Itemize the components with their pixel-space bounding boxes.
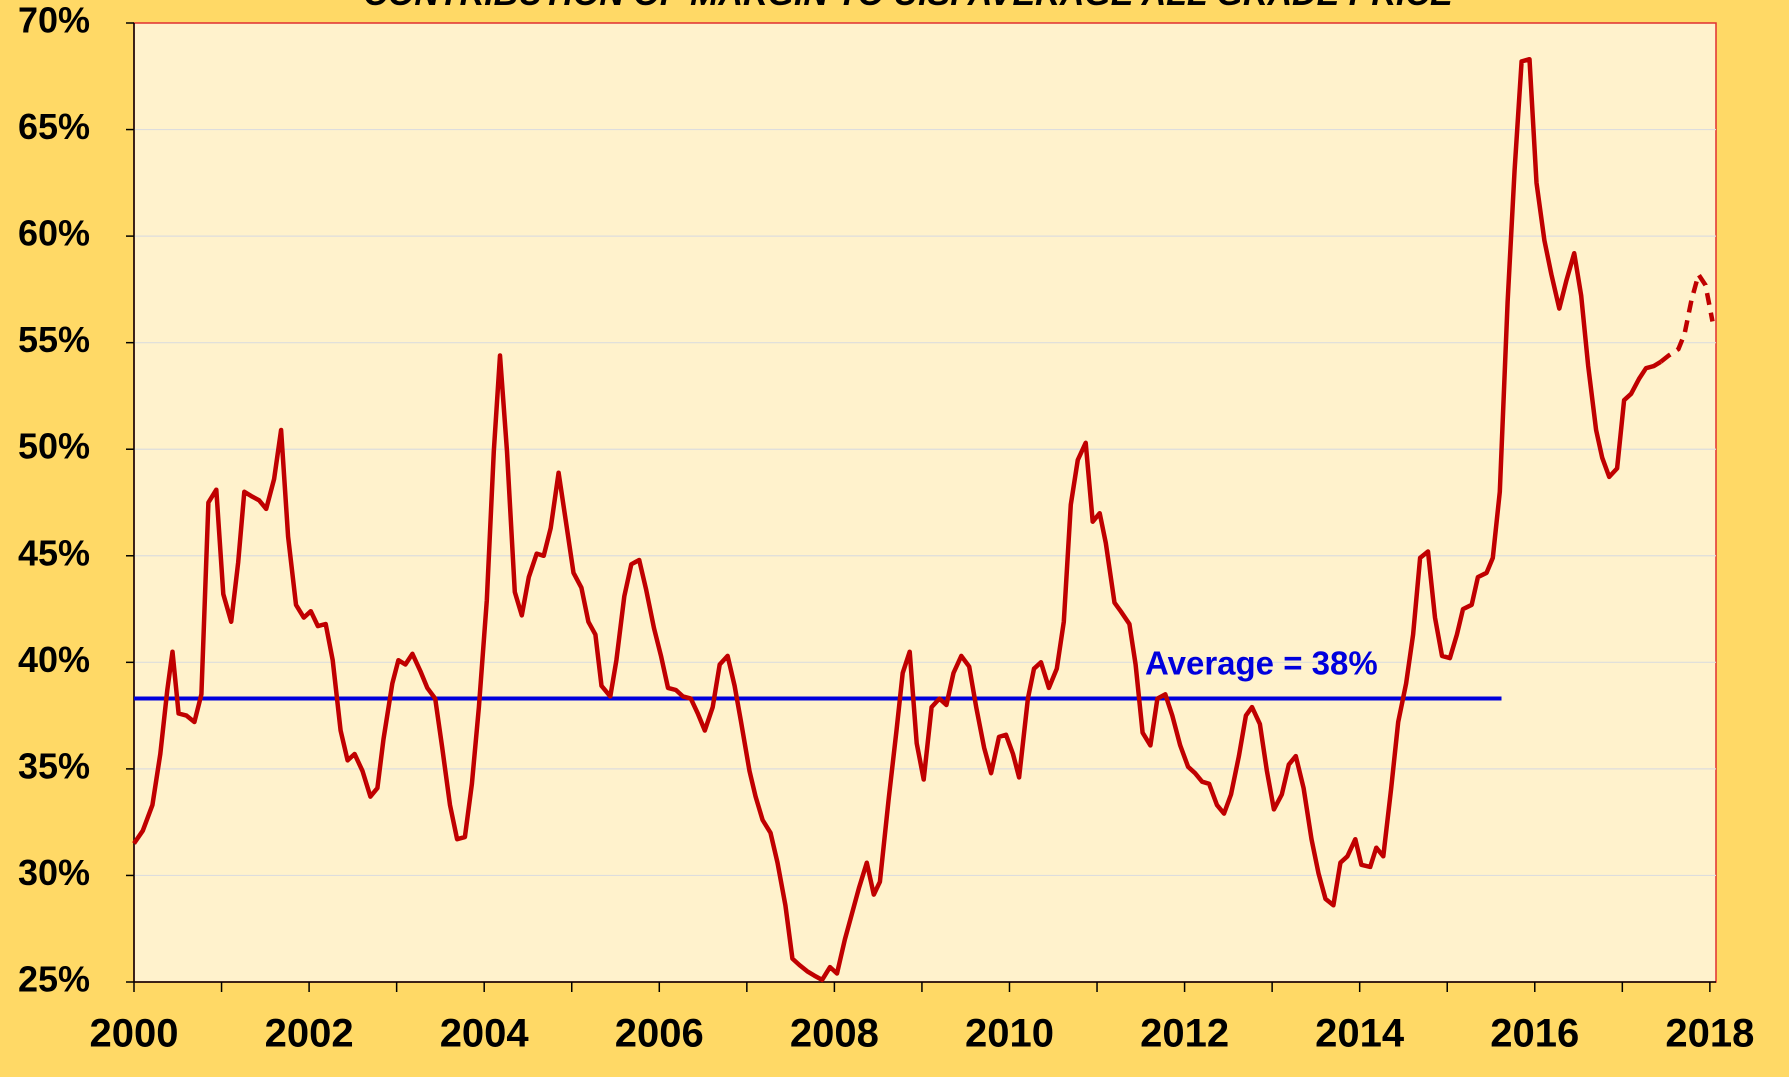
y-tick-label: 30% (18, 852, 90, 893)
y-tick-label: 25% (18, 959, 90, 1000)
y-tick-label: 50% (18, 426, 90, 467)
x-tick-label: 2016 (1490, 1012, 1579, 1056)
x-tick-label: 2018 (1665, 1012, 1754, 1056)
y-tick-label: 40% (18, 639, 90, 680)
chart-title: CONTRIBUTION OF MARGIN TO U.S. AVERAGE A… (363, 0, 1454, 13)
x-tick-label: 2014 (1315, 1012, 1405, 1056)
y-tick-label: 45% (18, 532, 90, 573)
y-tick-label: 70% (18, 0, 90, 41)
y-tick-label: 55% (18, 319, 90, 360)
x-tick-label: 2000 (90, 1012, 179, 1056)
plot-area (133, 22, 1717, 983)
y-tick-label: 35% (18, 745, 90, 786)
x-tick-label: 2004 (440, 1012, 530, 1056)
average-label: Average = 38% (1145, 644, 1378, 681)
x-tick-label: 2006 (615, 1012, 704, 1056)
x-tick-label: 2002 (265, 1012, 354, 1056)
y-tick-label: 60% (18, 213, 90, 254)
y-tick-label: 65% (18, 106, 90, 147)
series-line (1659, 272, 1715, 364)
series-line (132, 56, 1662, 983)
x-tick-label: 2010 (965, 1012, 1054, 1056)
x-tick-label: 2008 (790, 1012, 879, 1056)
x-tick-label: 2012 (1140, 1012, 1229, 1056)
